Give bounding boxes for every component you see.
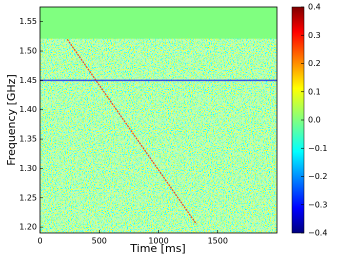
y-tick-label: 1.20 [19, 223, 37, 232]
y-tick-label: 1.35 [19, 135, 37, 144]
dispersed-sweep [66, 38, 197, 225]
colorbar-tick-label: 0.3 [308, 31, 321, 40]
x-axis-label: Time [ms] [129, 242, 185, 255]
colorbar-tick-label: −0.3 [308, 200, 327, 209]
colorbar-tick-label: 0.2 [308, 59, 321, 68]
flagged-band [40, 7, 277, 39]
colorbar-tick-label: 0.4 [308, 3, 321, 12]
y-tick-label: 1.55 [19, 17, 37, 26]
x-tick-label: 500 [92, 237, 107, 246]
colorbar-tick-label: 0.0 [308, 116, 321, 125]
y-tick-label: 1.45 [19, 76, 37, 85]
colorbar-tick-label: −0.2 [308, 172, 327, 181]
x-tick-label: 0 [37, 237, 42, 246]
y-tick-label: 1.50 [19, 47, 37, 56]
plot-area [40, 7, 277, 233]
colorbar-tick-label: 0.1 [308, 87, 321, 96]
y-tick-label: 1.40 [19, 105, 37, 114]
colorbar-tick-label: −0.1 [308, 144, 327, 153]
y-tick-label: 1.25 [19, 193, 37, 202]
y-tick-label: 1.30 [19, 164, 37, 173]
colorbar-tick-label: −0.4 [308, 229, 327, 238]
noise-field [40, 7, 277, 233]
x-tick-label: 1000 [148, 237, 168, 246]
y-axis-label: Frequency [GHz] [5, 74, 18, 165]
x-tick-label: 1500 [208, 237, 228, 246]
